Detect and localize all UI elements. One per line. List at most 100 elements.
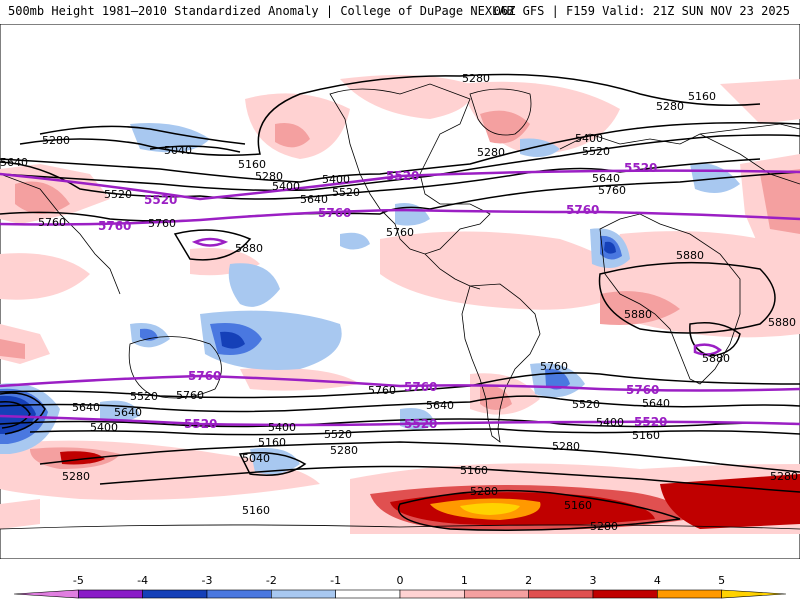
contour-low-sh-inner	[0, 401, 31, 429]
contour-label: 5640	[72, 401, 100, 414]
colorbar-segment	[271, 589, 336, 599]
contour-label: 5760	[386, 226, 414, 239]
colorbar-segment	[592, 589, 658, 599]
colorbar-segment	[78, 589, 143, 599]
coastlines	[0, 83, 800, 530]
colorbar-segment	[206, 589, 272, 599]
colorbar-tick-label: 1	[461, 574, 468, 587]
reference-contour-label: 5520	[184, 417, 217, 431]
colorbar-tick-label: -4	[137, 574, 148, 587]
contour-label: 5400	[272, 180, 300, 193]
reference-contours	[0, 169, 800, 427]
colorbar-segment	[464, 589, 529, 599]
contour-5160-sh	[99, 465, 800, 493]
colorbar-segment	[399, 589, 465, 599]
reference-contour-label: 5520	[144, 193, 177, 207]
reference-contour-labels: 5520 5520 5520 5760 5760 5760 5760 5760 …	[98, 161, 667, 431]
colorbar-tick-label: 2	[525, 574, 532, 587]
contour-label: 5760	[38, 216, 66, 229]
contour-label: 5520	[130, 390, 158, 403]
anomaly-positive	[600, 291, 680, 325]
colorbar-segment	[142, 589, 208, 599]
contour-5400-nh	[0, 122, 800, 183]
contour-label: 5760	[368, 384, 396, 397]
contour-5760-purple-nh	[0, 208, 800, 226]
contour-5640-sh	[0, 395, 800, 413]
colorbar-segment	[13, 589, 79, 599]
contour-5040-nh	[149, 145, 241, 153]
colorbar-tick-label: 4	[654, 574, 661, 587]
contour-label: 5640	[114, 406, 142, 419]
contour-5280-antarctic	[397, 489, 681, 531]
contour-label: 5280	[656, 100, 684, 113]
colorbar-segment	[721, 589, 787, 599]
coastline-europe	[559, 123, 800, 150]
colorbar-tick-label: 3	[590, 574, 597, 587]
contour-5520-nh	[0, 134, 800, 192]
reference-contour-label: 5520	[624, 161, 657, 175]
reference-contour-label: 5760	[188, 369, 221, 383]
contour-label: 5160	[242, 504, 270, 517]
anomaly-positive	[460, 503, 520, 515]
contour-label: 5280	[462, 72, 490, 85]
contour-labels: 5280 5160 5280 5280 5040 5160 5280 5400 …	[0, 72, 798, 533]
colorbar-tick-label: 5	[718, 574, 725, 587]
contour-5520-purple-sh	[0, 414, 800, 427]
coastline-east-asia	[0, 173, 121, 295]
anomaly-positive	[15, 181, 70, 214]
contour-5760-purple-sh	[0, 374, 800, 392]
contour-5760-sh	[0, 372, 800, 399]
contour-label: 5760	[148, 217, 176, 230]
contour-5880-nh	[173, 229, 252, 261]
contour-label: 5400	[575, 132, 603, 145]
anomaly-positive	[0, 253, 90, 300]
contour-label: 5640	[426, 399, 454, 412]
contour-label: 5160	[238, 158, 266, 171]
coastline-central-america	[424, 253, 481, 290]
contour-label: 5040	[242, 452, 270, 465]
anomaly-positive	[660, 474, 800, 529]
contour-label: 5640	[300, 193, 328, 206]
contour-5280-sh	[39, 441, 800, 473]
colorbar-blocks	[13, 589, 787, 599]
colorbar-segment	[657, 589, 722, 599]
contour-label: 5040	[164, 144, 192, 157]
coastline-antarctica	[0, 524, 800, 530]
contour-label: 5280	[770, 470, 798, 483]
colorbar-segment	[335, 589, 401, 599]
contour-label: 5760	[598, 184, 626, 197]
reference-contour-label: 5760	[626, 383, 659, 397]
anomaly-negative	[250, 448, 300, 475]
colorbar-segment	[528, 589, 594, 599]
contour-low-sh	[0, 392, 46, 435]
anomaly-positive	[380, 231, 640, 310]
contour-label: 5640	[592, 172, 620, 185]
contour-label: 5880	[702, 352, 730, 365]
anomaly-positive	[60, 451, 105, 465]
map-title: 500mb Height 1981–2010 Standardized Anom…	[8, 4, 514, 18]
colorbar-tick-label: -5	[73, 574, 84, 587]
contour-label: 5520	[582, 145, 610, 158]
anomaly-negative	[395, 203, 430, 226]
coastline-australia	[128, 336, 222, 399]
contour-label: 5520	[104, 188, 132, 201]
contour-label: 5400	[90, 421, 118, 434]
contour-5400-sh	[29, 428, 800, 436]
anomaly-positive	[720, 79, 800, 124]
colorbar-tick-label: 0	[397, 574, 404, 587]
reference-contour-label: 5520	[634, 415, 667, 429]
anomaly-negative	[228, 263, 280, 307]
anomaly-negative	[220, 331, 245, 349]
colorbar-tick-label: -1	[330, 574, 341, 587]
contour-label: 5280	[255, 170, 283, 183]
coastline-asia	[699, 133, 800, 185]
anomaly-positive	[340, 75, 472, 119]
contour-label: 5400	[268, 421, 296, 434]
coastline-north-america	[329, 83, 491, 255]
anomaly-positive	[480, 110, 530, 144]
contour-label: 5400	[322, 173, 350, 186]
contour-5760-nh	[0, 171, 800, 222]
contour-5880-purple-ring	[191, 237, 229, 247]
contour-label: 5640	[642, 397, 670, 410]
anomaly-shading	[0, 75, 800, 534]
